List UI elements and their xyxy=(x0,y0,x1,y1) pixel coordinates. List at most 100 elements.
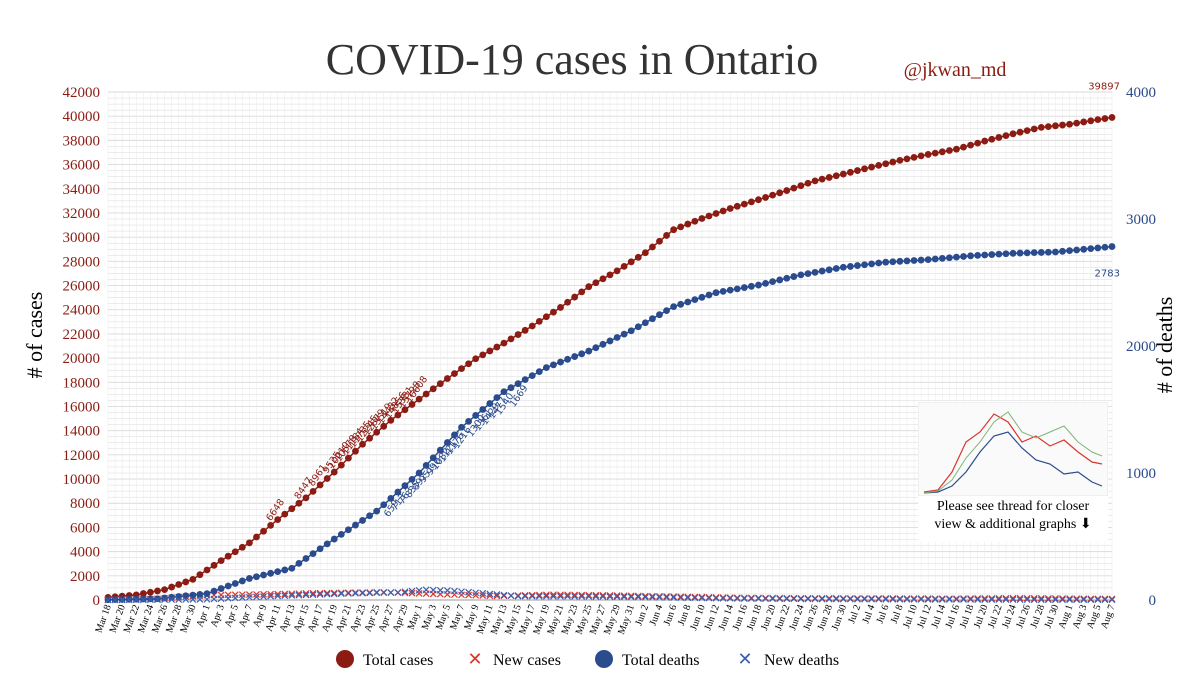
new-deaths-point xyxy=(436,586,444,594)
total-cases-point xyxy=(344,454,352,462)
new-deaths-x-stroke xyxy=(182,596,190,603)
new-deaths-x-stroke xyxy=(917,595,925,603)
new-deaths-point xyxy=(125,596,133,604)
total-deaths-point xyxy=(592,344,600,352)
new-cases-point xyxy=(542,591,550,599)
new-deaths-point xyxy=(267,592,275,600)
new-deaths-point xyxy=(302,591,310,599)
new-cases-x-stroke xyxy=(1087,595,1095,603)
new-deaths-x-stroke xyxy=(995,596,1003,603)
new-cases-x-stroke xyxy=(1002,594,1010,602)
new-deaths-point xyxy=(747,595,755,603)
new-deaths-x-stroke xyxy=(903,595,911,603)
total-cases-point xyxy=(1023,127,1031,134)
new-deaths-point xyxy=(825,595,833,603)
total-deaths-point xyxy=(246,575,253,582)
new-deaths-point xyxy=(146,596,154,604)
y-tick-label: 30000 xyxy=(63,230,101,246)
total-cases-point xyxy=(726,205,734,212)
total-deaths-point xyxy=(1016,249,1024,257)
total-deaths-point xyxy=(1059,247,1066,255)
new-deaths-point xyxy=(253,593,260,601)
new-deaths-point xyxy=(521,592,529,600)
total-deaths-point xyxy=(217,585,225,592)
new-deaths-point xyxy=(189,596,197,603)
new-cases-point xyxy=(557,591,564,599)
new-deaths-point xyxy=(323,590,331,598)
new-cases-x-stroke xyxy=(1023,594,1031,602)
new-deaths-point xyxy=(344,590,352,597)
total-cases-point xyxy=(1002,132,1010,140)
new-deaths-x-stroke xyxy=(846,595,854,603)
new-deaths-point xyxy=(769,595,777,603)
new-deaths-point xyxy=(154,596,161,604)
new-deaths-point xyxy=(224,594,232,602)
new-deaths-x-stroke xyxy=(1002,596,1010,604)
new-cases-x-stroke xyxy=(663,592,670,600)
total-deaths-point xyxy=(854,262,861,269)
total-deaths-point xyxy=(656,311,663,319)
new-deaths-x-stroke xyxy=(139,596,147,604)
new-deaths-x-stroke xyxy=(571,592,579,600)
new-deaths-point xyxy=(564,592,572,600)
total-deaths-point xyxy=(606,337,614,345)
total-deaths-point xyxy=(238,577,246,585)
new-deaths-point xyxy=(776,595,784,603)
new-deaths-x-stroke xyxy=(938,596,946,603)
new-deaths-x-stroke xyxy=(316,590,324,598)
new-deaths-point xyxy=(726,594,734,602)
total-cases-point xyxy=(705,212,713,220)
new-deaths-x-stroke xyxy=(1044,596,1052,604)
total-cases-point xyxy=(620,262,628,270)
total-deaths-point xyxy=(627,327,635,335)
total-cases-point xyxy=(981,137,989,145)
new-cases-x-stroke xyxy=(698,593,706,601)
new-cases-point xyxy=(599,591,607,599)
total-cases-point xyxy=(656,237,663,245)
total-deaths-point xyxy=(641,319,649,327)
new-deaths-x-stroke xyxy=(620,593,628,601)
new-deaths-point xyxy=(210,595,218,603)
total-cases-point xyxy=(762,194,769,201)
total-deaths-point xyxy=(337,530,345,538)
total-deaths-point xyxy=(931,255,939,263)
inset-thumbnail[interactable]: Please see thread for closer view & addi… xyxy=(917,401,1109,542)
total-cases-point xyxy=(493,343,501,351)
total-cases-point xyxy=(585,283,593,291)
total-cases-point xyxy=(896,156,904,164)
new-deaths-x-stroke xyxy=(811,595,819,603)
new-deaths-point xyxy=(974,596,982,603)
total-deaths-point xyxy=(762,279,769,287)
new-deaths-point xyxy=(783,595,791,603)
new-cases-x-stroke xyxy=(988,594,996,602)
total-cases-point xyxy=(535,317,543,325)
total-deaths-point xyxy=(493,394,501,402)
new-cases-x-stroke xyxy=(493,592,501,600)
total-cases-point xyxy=(698,215,706,222)
new-deaths-x-stroke xyxy=(451,587,458,595)
new-deaths-x-stroke xyxy=(599,593,607,601)
new-deaths-point xyxy=(288,592,296,599)
total-deaths-point xyxy=(253,573,260,581)
new-deaths-point xyxy=(691,594,699,602)
total-cases-point xyxy=(542,313,550,321)
new-deaths-x-stroke xyxy=(521,592,529,600)
new-cases-point xyxy=(295,590,303,598)
new-cases-point xyxy=(472,591,480,599)
total-deaths-point xyxy=(677,300,685,308)
total-deaths-point xyxy=(366,512,374,520)
total-deaths-point xyxy=(1030,249,1038,257)
new-cases-x-stroke xyxy=(1080,595,1088,603)
new-deaths-point xyxy=(861,595,868,603)
legend-marker-total-cases xyxy=(336,650,354,668)
new-deaths-x-stroke xyxy=(274,592,282,600)
total-cases-point xyxy=(832,172,840,180)
total-cases-point xyxy=(500,339,508,347)
total-cases-point xyxy=(571,293,579,301)
new-deaths-point xyxy=(465,588,473,596)
new-cases-x-stroke xyxy=(245,591,253,598)
total-deaths-point xyxy=(557,358,564,366)
data-label: 6648 xyxy=(264,497,287,523)
new-deaths-point xyxy=(967,596,975,603)
